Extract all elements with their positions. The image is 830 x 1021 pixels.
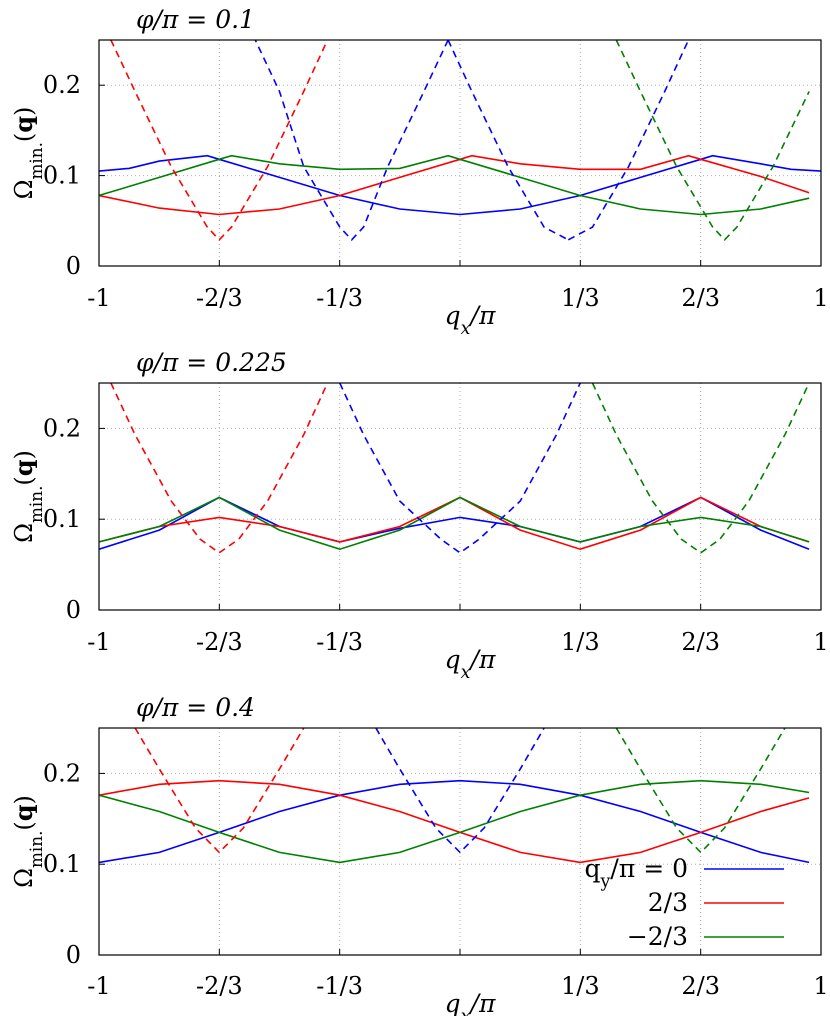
x-tick-label: 2/3 xyxy=(681,628,720,656)
y-tick-label: 0.1 xyxy=(43,850,81,878)
x-tick-label: -2/3 xyxy=(196,972,243,1000)
legend-label: qy/π = 0 xyxy=(584,854,688,892)
series-line xyxy=(99,496,810,551)
y-tick-label: 0.2 xyxy=(43,71,81,99)
x-tick-label: -1 xyxy=(87,972,110,1000)
dashed-series-line xyxy=(110,383,329,554)
x-tick-label: -2/3 xyxy=(196,284,243,312)
y-axis-label: Ωmin.(q) xyxy=(9,107,46,200)
x-axis-label: qx/π xyxy=(445,645,496,683)
chart-title: φ/π = 0.1 xyxy=(136,5,255,34)
series-line xyxy=(99,779,810,864)
y-tick-label: 0.1 xyxy=(43,505,81,533)
chart-panel-3: -1 -2/3 -1/3 1/3 2/3 1 0 0.1 0.2 φ/π = 0.4 qx/π Ωmi… xyxy=(9,693,829,1021)
y-axis-label: Ωmin.(q) xyxy=(9,450,46,543)
series-group xyxy=(99,383,810,554)
dashed-series-line xyxy=(615,728,786,854)
y-tick-label: 0.2 xyxy=(43,759,81,787)
x-tick-label: 2/3 xyxy=(681,972,720,1000)
dashed-series-line xyxy=(375,728,545,854)
x-tick-label: -1/3 xyxy=(316,284,363,312)
dashed-series-line xyxy=(254,40,449,241)
dashed-series-line xyxy=(567,40,690,241)
dashed-series-line xyxy=(591,383,810,554)
x-tick-label: 1 xyxy=(813,972,828,1000)
series-line xyxy=(99,154,810,216)
y-tick-label: 0.1 xyxy=(43,162,81,190)
x-tick-label: 1/3 xyxy=(561,972,600,1000)
x-axis-label: qx/π xyxy=(445,989,496,1016)
y-axis-label: Ωmin.(q) xyxy=(9,795,46,888)
series-line xyxy=(99,779,810,864)
dashed-series-line xyxy=(134,728,305,854)
chart-title: φ/π = 0.225 xyxy=(136,348,287,377)
y-tick-label: 0 xyxy=(66,941,81,969)
series-line xyxy=(99,154,810,216)
x-tick-label: -1/3 xyxy=(316,628,363,656)
x-tick-label: 1 xyxy=(813,284,828,312)
chart-title: φ/π = 0.4 xyxy=(136,693,255,722)
y-tick-label: 0 xyxy=(66,252,81,280)
series-line xyxy=(99,496,810,550)
series-line xyxy=(99,154,821,216)
dashed-series-line xyxy=(339,383,581,554)
x-tick-label: -2/3 xyxy=(196,628,243,656)
dashed-series-line xyxy=(447,40,569,241)
legend-label: 2/3 xyxy=(648,888,688,917)
x-tick-label: 1 xyxy=(813,628,828,656)
chart-panel-1: -1 -2/3 -1/3 1/3 2/3 1 0 0.1 0.2 φ/π = 0.1 qx/π Ωmi… xyxy=(9,5,829,339)
x-tick-label: -1 xyxy=(87,284,110,312)
chart-panel-2: -1 -2/3 -1/3 1/3 2/3 1 0 0.1 0.2 φ/π = 0.225 qx/π Ω… xyxy=(9,348,829,683)
legend-label: −2/3 xyxy=(627,922,688,951)
dashed-series-line xyxy=(615,40,810,241)
series-group xyxy=(99,40,821,241)
x-tick-label: -1 xyxy=(87,628,110,656)
dashed-series-line xyxy=(110,40,329,241)
y-tick-label: 0.2 xyxy=(43,414,81,442)
x-tick-label: 2/3 xyxy=(681,284,720,312)
series-group xyxy=(99,728,810,864)
y-tick-label: 0 xyxy=(66,596,81,624)
x-axis-label: qx/π xyxy=(445,301,496,339)
x-tick-label: 1/3 xyxy=(561,628,600,656)
series-line xyxy=(99,779,810,864)
x-tick-label: 1/3 xyxy=(561,284,600,312)
x-tick-label: -1/3 xyxy=(316,972,363,1000)
legend: qy/π = 02/3 −2/3 xyxy=(584,854,784,951)
